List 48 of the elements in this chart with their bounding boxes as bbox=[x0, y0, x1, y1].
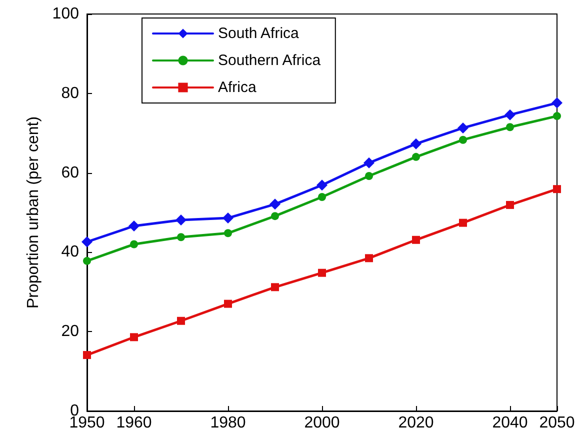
point bbox=[410, 138, 422, 150]
x-tick-label: 2050 bbox=[539, 414, 575, 432]
point bbox=[224, 300, 232, 308]
y-axis-title: Proportion urban (per cent) bbox=[24, 116, 42, 309]
legend-label: Africa bbox=[218, 79, 257, 96]
point bbox=[224, 229, 232, 238]
point bbox=[365, 254, 373, 262]
point bbox=[412, 236, 420, 244]
point bbox=[83, 351, 91, 360]
point bbox=[318, 193, 326, 202]
y-tick-label: 40 bbox=[61, 244, 80, 261]
point bbox=[459, 218, 467, 227]
point bbox=[506, 123, 514, 132]
point bbox=[365, 172, 373, 180]
point bbox=[222, 212, 234, 224]
legend-label: Southern Africa bbox=[218, 52, 322, 69]
point bbox=[82, 236, 92, 248]
x-tick-label: 1960 bbox=[116, 414, 152, 432]
point bbox=[176, 214, 186, 226]
point bbox=[552, 97, 562, 108]
point bbox=[130, 333, 138, 342]
y-tick-label: 100 bbox=[52, 6, 80, 22]
x-tick-label: 2040 bbox=[492, 414, 528, 432]
y-tick-label: 20 bbox=[61, 323, 80, 340]
x-tick-label: 1980 bbox=[210, 414, 246, 432]
point bbox=[128, 220, 140, 232]
point bbox=[271, 212, 279, 220]
point bbox=[506, 200, 514, 209]
point bbox=[412, 152, 420, 161]
point bbox=[553, 185, 561, 194]
point bbox=[364, 157, 374, 168]
x-tick-label: 2000 bbox=[304, 414, 340, 432]
y-tick-label: 60 bbox=[61, 164, 80, 182]
point bbox=[553, 112, 561, 120]
point bbox=[177, 316, 185, 325]
point bbox=[459, 136, 467, 144]
point bbox=[270, 198, 280, 210]
legend-label: South Africa bbox=[218, 25, 300, 42]
point bbox=[177, 233, 185, 242]
point bbox=[458, 122, 468, 134]
point bbox=[316, 180, 328, 191]
point bbox=[83, 256, 91, 265]
point bbox=[504, 109, 516, 120]
y-tick-label: 80 bbox=[61, 84, 80, 102]
point bbox=[318, 268, 326, 277]
point bbox=[130, 240, 138, 248]
x-tick-label: 2020 bbox=[398, 414, 434, 432]
point bbox=[271, 283, 279, 292]
